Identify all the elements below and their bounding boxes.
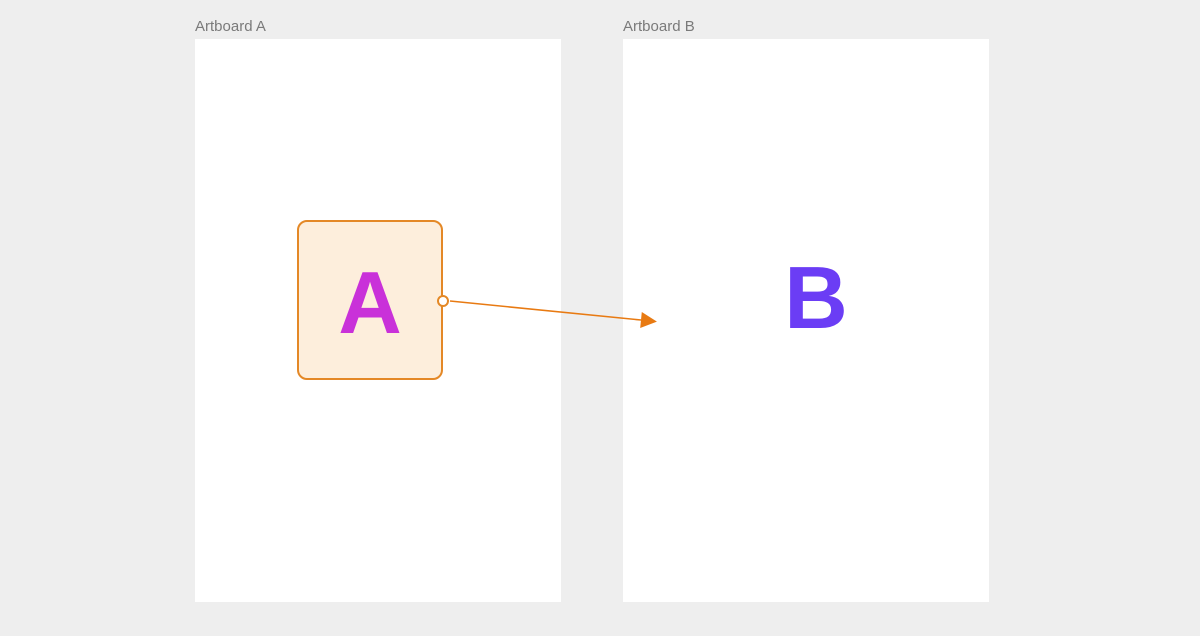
letter-b[interactable]: B <box>784 254 848 342</box>
artboard-b-label: Artboard B <box>623 18 989 35</box>
link-origin-handle[interactable] <box>437 295 449 307</box>
design-canvas[interactable] <box>0 0 1200 636</box>
artboard-a-label: Artboard A <box>195 18 561 35</box>
letter-a[interactable]: A <box>338 259 402 347</box>
